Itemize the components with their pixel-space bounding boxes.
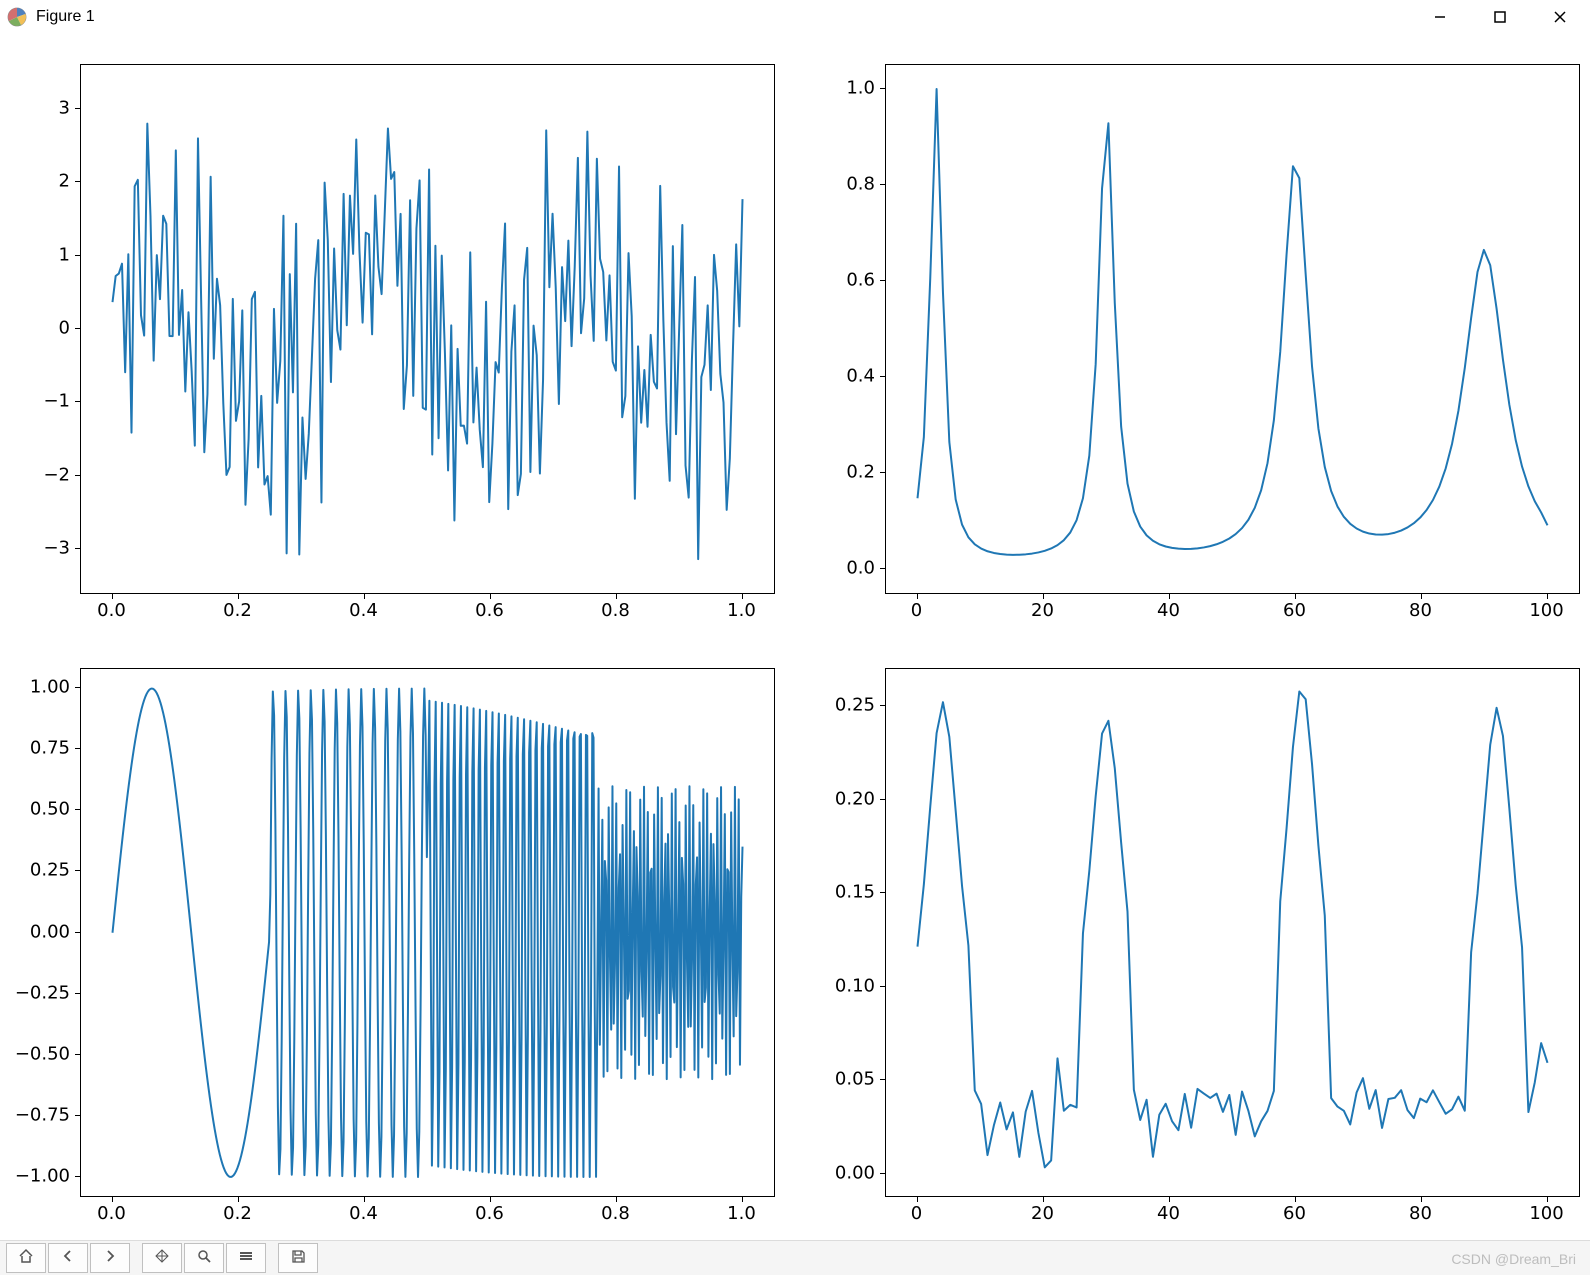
plotbox-bl[interactable] xyxy=(80,668,775,1198)
subplot-bottom-right: 0.00 0.05 0.10 0.15 0.20 0.25 0 20 40 60 80 100 xyxy=(815,668,1580,1232)
xaxis-bl: 0.0 0.2 0.4 0.6 0.8 1.0 xyxy=(80,1197,775,1231)
ytick-label: 0.6 xyxy=(846,270,875,291)
home-icon xyxy=(18,1248,34,1269)
xaxis-tr: 0 20 40 60 80 100 xyxy=(885,594,1580,628)
xtick-label: 0.4 xyxy=(349,600,378,621)
configure-icon xyxy=(238,1248,254,1269)
ytick-label: −2 xyxy=(43,464,70,485)
xtick-label: 100 xyxy=(1529,1203,1563,1224)
zoom-button[interactable] xyxy=(184,1243,224,1273)
ytick-label: 0.2 xyxy=(846,462,875,483)
xaxis-tl: 0.0 0.2 0.4 0.6 0.8 1.0 xyxy=(80,594,775,628)
subplot-top-right: 0.0 0.2 0.4 0.6 0.8 1.0 0 20 40 60 80 100 xyxy=(815,64,1580,628)
pan-icon xyxy=(154,1248,170,1269)
ytick-label: 0 xyxy=(59,318,70,339)
xtick-label: 80 xyxy=(1409,600,1432,621)
line-br xyxy=(886,669,1579,1197)
ytick-label: −1.00 xyxy=(15,1165,70,1186)
yaxis-tl: −3 −2 −1 0 1 2 3 xyxy=(10,64,80,594)
ytick-label: 0.05 xyxy=(835,1069,875,1090)
xtick-label: 0.6 xyxy=(475,600,504,621)
line-tl xyxy=(81,65,774,593)
ytick-label: 0.00 xyxy=(30,921,70,942)
ytick-label: 0.15 xyxy=(835,882,875,903)
plot-canvas: −3−2−10123 0.00.20.40.60.81.0 0.00.20.40… xyxy=(0,34,1590,1241)
close-button[interactable] xyxy=(1530,0,1590,34)
xtick-label: 0.6 xyxy=(475,1203,504,1224)
ytick-label: 0.20 xyxy=(835,788,875,809)
back-icon xyxy=(60,1248,76,1269)
ytick-label: 1.0 xyxy=(846,78,875,99)
ytick-label: 3 xyxy=(59,98,70,119)
xtick-label: 100 xyxy=(1529,600,1563,621)
ytick-label: 0.8 xyxy=(846,174,875,195)
ytick-label: 0.4 xyxy=(846,366,875,387)
xtick-label: 0 xyxy=(911,1203,922,1224)
xtick-label: 20 xyxy=(1031,600,1054,621)
plotbox-tr[interactable] xyxy=(885,64,1580,594)
save-icon xyxy=(290,1248,306,1269)
zoom-icon xyxy=(196,1248,212,1269)
subplot-top-left: −3 −2 −1 0 1 2 3 0.0 0.2 0.4 0.6 0.8 1.0 xyxy=(10,64,775,628)
minimize-button[interactable] xyxy=(1410,0,1470,34)
ytick-label: 2 xyxy=(59,171,70,192)
subplot-grid: −3−2−10123 0.00.20.40.60.81.0 0.00.20.40… xyxy=(10,64,1580,1231)
line-bl xyxy=(81,669,774,1197)
matplotlib-icon xyxy=(6,6,28,28)
ytick-label: 0.00 xyxy=(835,1163,875,1184)
xtick-label: 60 xyxy=(1283,600,1306,621)
xtick-label: 0.0 xyxy=(97,1203,126,1224)
home-button[interactable] xyxy=(6,1243,46,1273)
line-tr xyxy=(886,65,1579,593)
ytick-label: −0.25 xyxy=(15,982,70,1003)
xtick-label: 0.2 xyxy=(223,600,252,621)
window-title: Figure 1 xyxy=(36,8,95,26)
forward-icon xyxy=(102,1248,118,1269)
ytick-label: −0.75 xyxy=(15,1104,70,1125)
ytick-label: 1.00 xyxy=(30,677,70,698)
titlebar[interactable]: Figure 1 xyxy=(0,0,1590,34)
ytick-label: 0.0 xyxy=(846,558,875,579)
xtick-label: 1.0 xyxy=(727,1203,756,1224)
xtick-label: 80 xyxy=(1409,1203,1432,1224)
plotbox-tl[interactable] xyxy=(80,64,775,594)
ytick-label: −0.50 xyxy=(15,1043,70,1064)
xtick-label: 0.2 xyxy=(223,1203,252,1224)
yaxis-br: 0.00 0.05 0.10 0.15 0.20 0.25 xyxy=(815,668,885,1198)
xtick-label: 0.8 xyxy=(601,1203,630,1224)
pan-button[interactable] xyxy=(142,1243,182,1273)
xtick-label: 60 xyxy=(1283,1203,1306,1224)
ytick-label: 1 xyxy=(59,244,70,265)
configure-button[interactable] xyxy=(226,1243,266,1273)
subplot-bottom-left: −1.00−0.75−0.50−0.250.000.250.500.751.00… xyxy=(10,668,775,1232)
xtick-label: 0 xyxy=(911,600,922,621)
ytick-label: 0.25 xyxy=(30,860,70,881)
xtick-label: 0.0 xyxy=(97,600,126,621)
back-button[interactable] xyxy=(48,1243,88,1273)
save-button[interactable] xyxy=(278,1243,318,1273)
plotbox-br[interactable] xyxy=(885,668,1580,1198)
ytick-label: −1 xyxy=(43,391,70,412)
matplotlib-toolbar xyxy=(0,1240,1590,1275)
ytick-label: 0.50 xyxy=(30,799,70,820)
xtick-label: 0.8 xyxy=(601,600,630,621)
forward-button[interactable] xyxy=(90,1243,130,1273)
ytick-label: 0.25 xyxy=(835,694,875,715)
xtick-label: 40 xyxy=(1157,1203,1180,1224)
xtick-label: 40 xyxy=(1157,600,1180,621)
maximize-button[interactable] xyxy=(1470,0,1530,34)
xtick-label: 20 xyxy=(1031,1203,1054,1224)
xtick-label: 1.0 xyxy=(727,600,756,621)
ytick-label: −3 xyxy=(43,538,70,559)
ytick-label: 0.10 xyxy=(835,975,875,996)
figure-window: Figure 1 −3 −2 −1 0 1 2 3 0.0 0.2 0.4 0.6 0.8 1.0 xyxy=(0,0,1590,1275)
xaxis-br: 0 20 40 60 80 100 xyxy=(885,1197,1580,1231)
xtick-label: 0.4 xyxy=(349,1203,378,1224)
yaxis-tr: 0.0 0.2 0.4 0.6 0.8 1.0 xyxy=(815,64,885,594)
ytick-label: 0.75 xyxy=(30,738,70,759)
yaxis-bl: −1.00 −0.75 −0.50 −0.25 0.00 0.25 0.50 0.75 1.00 xyxy=(10,668,80,1198)
